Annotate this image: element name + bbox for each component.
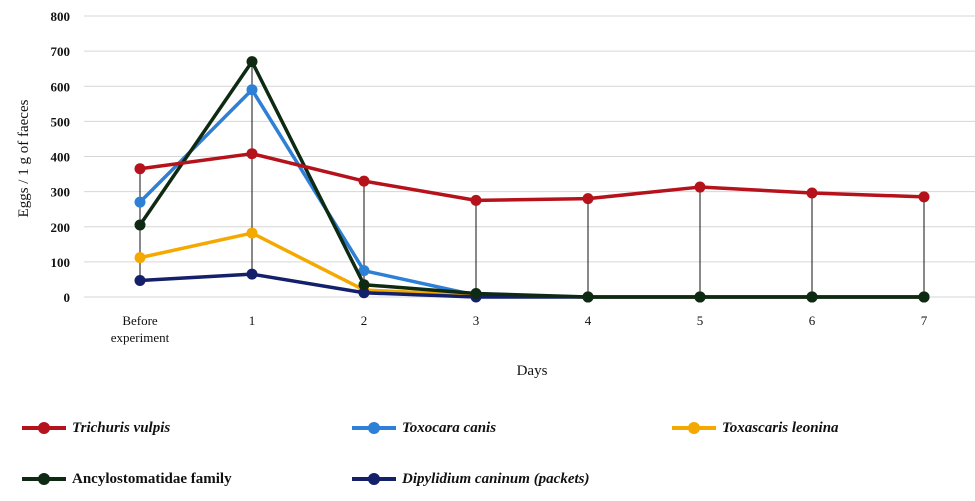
- x-tick-label-line: 6: [809, 313, 816, 328]
- series-line: [139, 151, 925, 203]
- data-point: [470, 194, 482, 206]
- x-tick-label: 7: [921, 313, 928, 328]
- data-point: [358, 265, 370, 277]
- data-point: [694, 291, 706, 303]
- series-line: [139, 231, 924, 299]
- data-point: [134, 252, 146, 264]
- data-point: [806, 187, 818, 199]
- data-point: [806, 291, 818, 303]
- data-point: [358, 279, 370, 291]
- data-point: [694, 181, 706, 193]
- gridlines: [84, 15, 975, 298]
- x-tick-label: 5: [697, 313, 704, 328]
- y-tick-label: 300: [51, 185, 71, 200]
- data-point: [134, 274, 146, 286]
- data-point: [358, 175, 370, 187]
- data-point: [358, 287, 370, 299]
- x-tick-label: 6: [809, 313, 816, 328]
- data-point: [246, 84, 258, 96]
- x-tick-label-line: Before: [122, 313, 158, 328]
- x-tick-label-line: 4: [585, 313, 592, 328]
- data-point: [134, 196, 146, 208]
- y-tick-label: 600: [51, 79, 71, 94]
- x-axis-ticks: Before experiment 1 2 3 4 5 6 7: [111, 313, 928, 345]
- x-axis-label: Days: [517, 363, 548, 379]
- x-tick-label-line: 7: [921, 313, 928, 328]
- y-tick-label: 700: [51, 44, 71, 59]
- y-tick-label: 500: [51, 114, 71, 129]
- data-point: [246, 268, 258, 280]
- series-lines: [134, 56, 930, 303]
- x-tick-label-line: experiment: [111, 330, 170, 345]
- x-tick-label: 3: [473, 313, 480, 328]
- data-point: [918, 291, 930, 303]
- y-tick-label: 200: [51, 220, 71, 235]
- y-axis-ticks: 0 100 200 300 400 500 600 700 800: [51, 9, 71, 305]
- data-point: [918, 191, 930, 203]
- x-tick-label: Before experiment: [111, 313, 170, 345]
- x-tick-label: 1: [249, 313, 256, 328]
- y-tick-label: 400: [51, 150, 71, 165]
- data-point: [470, 287, 482, 299]
- y-tick-label: 100: [51, 255, 71, 270]
- x-tick-label-line: 2: [361, 313, 368, 328]
- data-point: [134, 163, 146, 175]
- data-point: [582, 291, 594, 303]
- x-tick-label-line: 5: [697, 313, 704, 328]
- x-tick-label: 2: [361, 313, 368, 328]
- data-point: [246, 227, 258, 239]
- data-point: [246, 56, 258, 68]
- x-tick-label: 4: [585, 313, 592, 328]
- x-tick-label-line: 1: [249, 313, 256, 328]
- x-tick-label-line: 3: [473, 313, 480, 328]
- data-point: [134, 219, 146, 231]
- series-line: [138, 59, 924, 299]
- data-point: [582, 193, 594, 205]
- y-tick-label: 800: [51, 9, 71, 24]
- y-tick-label: 0: [64, 290, 71, 305]
- data-point: [246, 148, 258, 160]
- y-axis-label: Eggs / 1 g of faeces: [16, 99, 32, 217]
